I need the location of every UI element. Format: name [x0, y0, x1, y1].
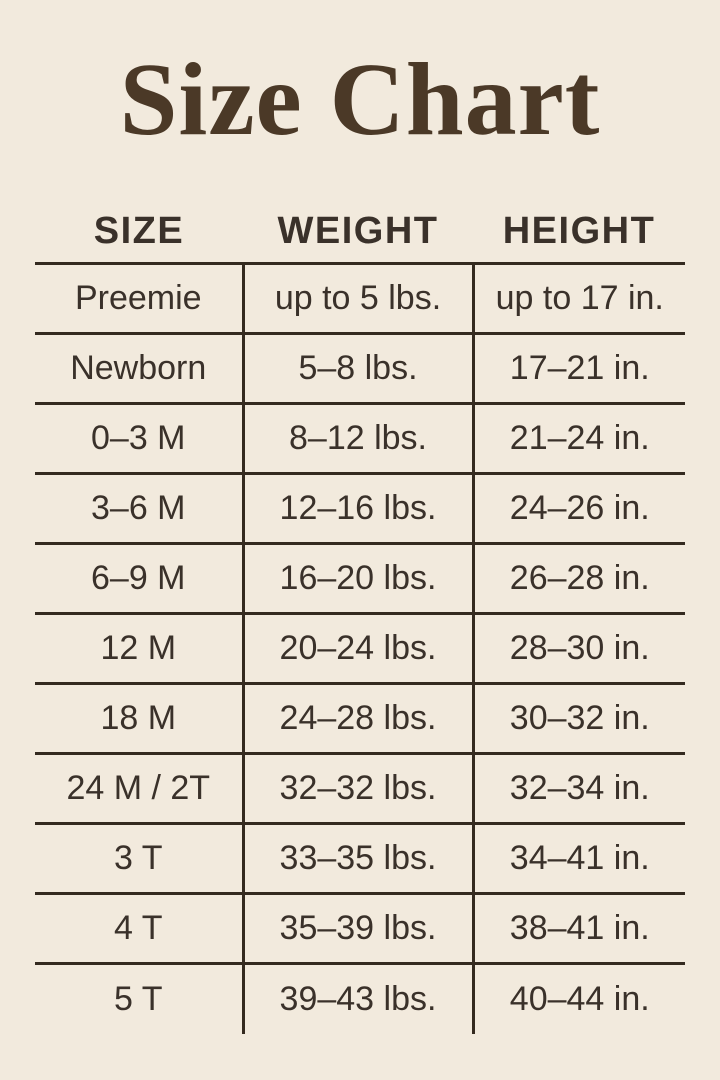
- size-cell: 6–9 M: [35, 542, 245, 614]
- height-cell: 30–32 in.: [471, 682, 685, 754]
- size-cell: 3 T: [35, 822, 245, 894]
- weight-cell: 35–39 lbs.: [243, 892, 473, 964]
- size-cell: 12 M: [35, 612, 245, 684]
- size-cell: Newborn: [35, 332, 245, 404]
- height-cell: 38–41 in.: [471, 892, 685, 964]
- size-cell: 3–6 M: [35, 472, 245, 544]
- table-row: 6–9 M 16–20 lbs. 26–28 in.: [35, 542, 685, 614]
- table-row: 3–6 M 12–16 lbs. 24–26 in.: [35, 472, 685, 544]
- size-cell: 5 T: [35, 962, 245, 1034]
- table-row: 0–3 M 8–12 lbs. 21–24 in.: [35, 402, 685, 474]
- height-cell: 28–30 in.: [471, 612, 685, 684]
- table-row: 5 T 39–43 lbs. 40–44 in.: [35, 962, 685, 1034]
- weight-cell: 24–28 lbs.: [243, 682, 473, 754]
- table-row: 3 T 33–35 lbs. 34–41 in.: [35, 822, 685, 894]
- column-header-weight: WEIGHT: [277, 209, 439, 252]
- height-cell: 24–26 in.: [471, 472, 685, 544]
- column-header-height: HEIGHT: [502, 209, 656, 252]
- size-cell: Preemie: [35, 262, 245, 334]
- height-cell: 21–24 in.: [471, 402, 685, 474]
- height-cell: 40–44 in.: [471, 962, 685, 1034]
- title-container: Size Chart: [0, 0, 720, 200]
- table-row: 24 M / 2T 32–32 lbs. 32–34 in.: [35, 752, 685, 824]
- page-title: Size Chart: [119, 42, 601, 157]
- size-chart-table-body: Preemie up to 5 lbs. up to 17 in. Newbor…: [35, 262, 685, 1034]
- weight-cell: 8–12 lbs.: [243, 402, 473, 474]
- weight-cell: 33–35 lbs.: [243, 822, 473, 894]
- height-cell: up to 17 in.: [471, 262, 685, 334]
- table-header-row: SIZE WEIGHT HEIGHT: [35, 200, 685, 262]
- size-cell: 18 M: [35, 682, 245, 754]
- table-row: Preemie up to 5 lbs. up to 17 in.: [35, 262, 685, 334]
- size-cell: 24 M / 2T: [35, 752, 245, 824]
- table-row: 4 T 35–39 lbs. 38–41 in.: [35, 892, 685, 964]
- size-cell: 0–3 M: [35, 402, 245, 474]
- table-row: Newborn 5–8 lbs. 17–21 in.: [35, 332, 685, 404]
- table-row: 12 M 20–24 lbs. 28–30 in.: [35, 612, 685, 684]
- weight-cell: 12–16 lbs.: [243, 472, 473, 544]
- weight-cell: 16–20 lbs.: [243, 542, 473, 614]
- size-chart-table: Preemie up to 5 lbs. up to 17 in. Newbor…: [35, 262, 685, 1034]
- weight-cell: 32–32 lbs.: [243, 752, 473, 824]
- height-cell: 32–34 in.: [471, 752, 685, 824]
- weight-cell: 39–43 lbs.: [243, 962, 473, 1034]
- table-row: 18 M 24–28 lbs. 30–32 in.: [35, 682, 685, 754]
- height-cell: 17–21 in.: [471, 332, 685, 404]
- weight-cell: up to 5 lbs.: [243, 262, 473, 334]
- size-cell: 4 T: [35, 892, 245, 964]
- weight-cell: 20–24 lbs.: [243, 612, 473, 684]
- height-cell: 26–28 in.: [471, 542, 685, 614]
- column-header-size: SIZE: [93, 209, 185, 252]
- weight-cell: 5–8 lbs.: [243, 332, 473, 404]
- height-cell: 34–41 in.: [471, 822, 685, 894]
